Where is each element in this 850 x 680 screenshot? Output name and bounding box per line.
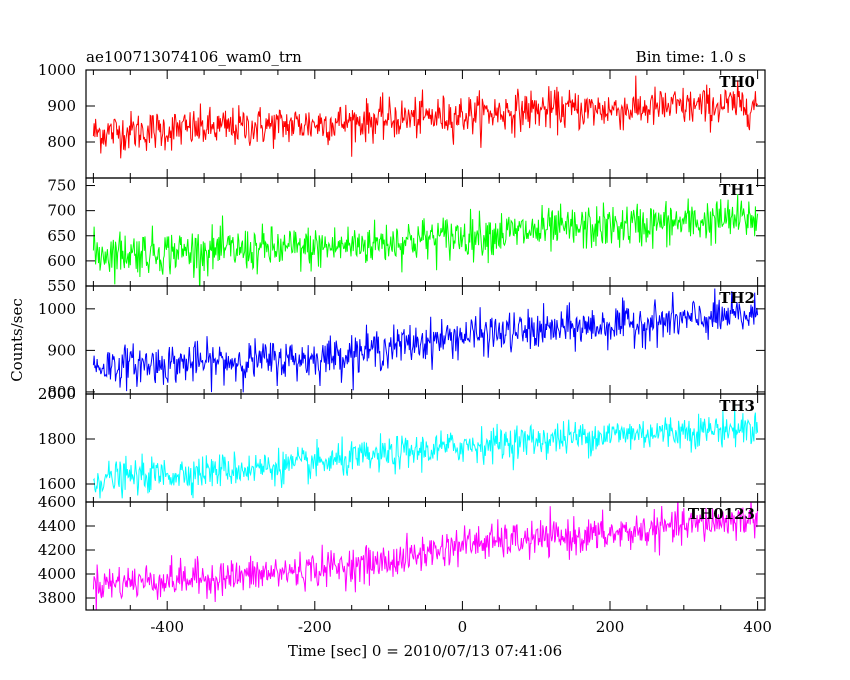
bin-time-label: Bin time: 1.0 s (636, 48, 746, 66)
panel-label-th0: TH0 (719, 73, 755, 91)
y-tick-label: 4400 (38, 517, 76, 535)
chart-title: ae100713074106_wam0_trn (86, 48, 302, 66)
panel-label-th1: TH1 (719, 181, 755, 199)
y-tick-label: 4000 (38, 565, 76, 583)
series-th2-line (92, 288, 759, 393)
series-th1-line (92, 194, 759, 286)
y-axis-title: Counts/sec (8, 298, 26, 382)
y-tick-label: 700 (47, 202, 76, 220)
y-tick-label: 1800 (38, 430, 76, 448)
x-tick-label: 0 (458, 618, 468, 636)
y-tick-label: 750 (47, 177, 76, 195)
y-tick-label: 3800 (38, 589, 76, 607)
series-th0-line (92, 75, 758, 159)
y-tick-label: 800 (47, 133, 76, 151)
panels-group: 800 900 1000 TH0 550 600 650 700 750 TH1 800 900 100… (38, 61, 772, 636)
panel-label-th3: TH3 (719, 397, 755, 415)
x-tick-label: -200 (298, 618, 332, 636)
panel-frame-th1 (85, 177, 766, 287)
y-tick-label: 900 (47, 341, 76, 359)
y-tick-label: 650 (47, 227, 76, 245)
series-th3-line (92, 404, 759, 499)
y-tick-label: 600 (47, 252, 76, 270)
panel-frame-th0 (85, 69, 766, 179)
y-tick-label: 1000 (38, 300, 76, 318)
y-tick-label: 800 (47, 383, 76, 401)
y-tick-label: 4200 (38, 541, 76, 559)
x-tick-label: 200 (596, 618, 625, 636)
x-tick-label: 400 (743, 618, 772, 636)
y-tick-label: 900 (47, 97, 76, 115)
y-tick-label: 550 (47, 277, 76, 295)
x-axis-title: Time [sec] 0 = 2010/07/13 07:41:06 (288, 642, 562, 660)
panel-label-th0123: TH0123 (688, 505, 755, 523)
series-th0123-line (92, 502, 759, 610)
y-tick-label: 2000 (38, 385, 76, 403)
panel-label-th2: TH2 (719, 289, 755, 307)
x-tick-label: -400 (150, 618, 184, 636)
y-tick-label: 4600 (38, 493, 76, 511)
y-tick-label: 1000 (38, 61, 76, 79)
y-tick-label: 1600 (38, 475, 76, 493)
